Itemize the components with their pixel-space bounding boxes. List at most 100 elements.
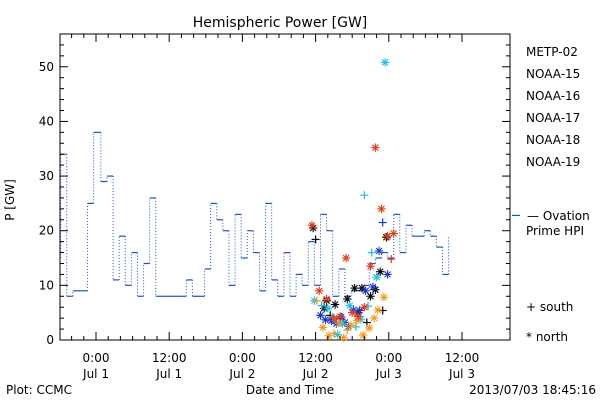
data-point — [323, 304, 332, 313]
north-marker-stroke — [354, 313, 362, 320]
north-marker-stroke — [376, 268, 384, 276]
north-marker-stroke — [375, 247, 383, 255]
data-point — [361, 286, 370, 296]
x-tick-date: Jul 1 — [155, 367, 182, 381]
north-marker-stroke — [342, 254, 350, 262]
plot-frame — [59, 33, 511, 341]
x-axis: 0:00 Jul 1 12:00 Jul 1 0:00 Jul 2 12:00 Jul 2 0:… — [71, 34, 480, 381]
data-point — [355, 306, 364, 315]
ovation-legend-line: Prime HPI — [526, 224, 584, 238]
north-marker-stroke — [361, 303, 368, 311]
data-point — [312, 296, 321, 305]
north-marker-stroke — [353, 316, 361, 324]
north-marker-stroke — [315, 287, 323, 295]
data-point — [318, 323, 328, 332]
north-marker-stroke — [358, 284, 366, 292]
series-noaa-19 — [307, 143, 398, 323]
y-axis: 0 10 20 30 40 50 — [39, 44, 510, 347]
x-tick-time: 0:00 — [83, 351, 110, 365]
plot-area — [59, 33, 511, 341]
satellite-series — [307, 58, 398, 343]
chart-title: Hemispheric Power [GW] — [193, 15, 368, 31]
data-point — [348, 308, 357, 317]
north-marker-stroke — [370, 314, 378, 322]
north-marker-stroke — [359, 331, 367, 339]
data-point — [339, 333, 348, 343]
north-marker-stroke — [373, 273, 380, 281]
north-marker-stroke — [336, 313, 344, 320]
legend-entry: METP-02 — [526, 45, 578, 59]
data-point — [378, 218, 387, 227]
series-noaa-18 — [312, 293, 389, 343]
data-point — [372, 272, 381, 282]
north-marker-stroke — [346, 302, 354, 309]
x-tick-date: Jul 2 — [228, 367, 255, 381]
north-marker-stroke — [374, 306, 382, 314]
marker-legend-entry: + south — [526, 300, 573, 314]
north-marker-stroke — [347, 321, 355, 329]
north-marker-stroke — [351, 284, 358, 292]
north-marker-stroke — [308, 221, 316, 229]
data-point — [371, 143, 380, 152]
x-tick-date: Jul 2 — [302, 367, 329, 381]
x-tick-time: 12:00 — [152, 351, 187, 365]
north-marker-stroke — [340, 334, 348, 342]
north-marker-stroke — [323, 295, 330, 303]
y-tick-label: 40 — [39, 114, 54, 128]
north-marker-stroke — [390, 230, 398, 237]
north-marker-stroke — [324, 304, 332, 312]
x-tick-time: 12:00 — [445, 351, 480, 365]
y-tick-label: 30 — [39, 169, 54, 183]
north-marker-stroke — [372, 144, 379, 152]
data-point — [315, 286, 324, 296]
north-marker-stroke — [335, 319, 343, 327]
x-tick-date: Jul 3 — [448, 367, 475, 381]
x-tick-date: Jul 1 — [82, 367, 109, 381]
ovation-legend-line: — Ovation — [527, 209, 590, 223]
legend: METP-02 NOAA-15 NOAA-16 NOAA-17 NOAA-18 NOAA-… — [526, 45, 580, 169]
data-point — [360, 303, 369, 312]
data-point — [380, 58, 390, 67]
north-marker-stroke — [380, 294, 388, 301]
north-marker-stroke — [367, 292, 374, 300]
data-point — [324, 331, 334, 340]
marker-legend-entry: * north — [526, 330, 568, 344]
north-marker-stroke — [309, 224, 317, 232]
north-marker-stroke — [384, 271, 391, 278]
data-point — [317, 301, 326, 310]
data-point — [374, 246, 384, 256]
data-point — [345, 301, 354, 310]
north-marker-stroke — [317, 312, 324, 319]
data-point — [334, 318, 343, 328]
data-point — [354, 312, 363, 321]
north-marker-stroke — [365, 324, 373, 332]
y-tick-label: 50 — [39, 60, 54, 74]
data-point — [379, 293, 389, 302]
legend-entry: NOAA-19 — [526, 155, 580, 169]
north-marker-stroke — [362, 287, 369, 295]
data-point — [358, 330, 368, 340]
north-marker-stroke — [322, 316, 329, 324]
data-point — [346, 321, 356, 330]
data-point — [383, 231, 392, 241]
y-tick-label: 0 — [46, 333, 54, 347]
north-marker-stroke — [334, 331, 341, 338]
data-point — [366, 292, 375, 301]
data-point — [368, 282, 378, 292]
data-point — [335, 312, 345, 321]
data-point — [383, 270, 392, 279]
legend-entry: NOAA-18 — [526, 133, 580, 147]
plot-timestamp: 2013/07/03 18:45:16 — [469, 383, 596, 397]
data-point — [373, 305, 383, 315]
data-point — [387, 255, 396, 264]
data-point — [360, 191, 369, 200]
x-tick-date: Jul 3 — [375, 367, 402, 381]
data-point — [365, 323, 374, 333]
legend-entry: NOAA-16 — [526, 89, 580, 103]
north-marker-stroke — [348, 309, 356, 317]
north-marker-stroke — [384, 232, 391, 240]
north-marker-stroke — [356, 307, 363, 314]
x-tick-time: 0:00 — [229, 351, 256, 365]
data-point — [366, 262, 375, 271]
